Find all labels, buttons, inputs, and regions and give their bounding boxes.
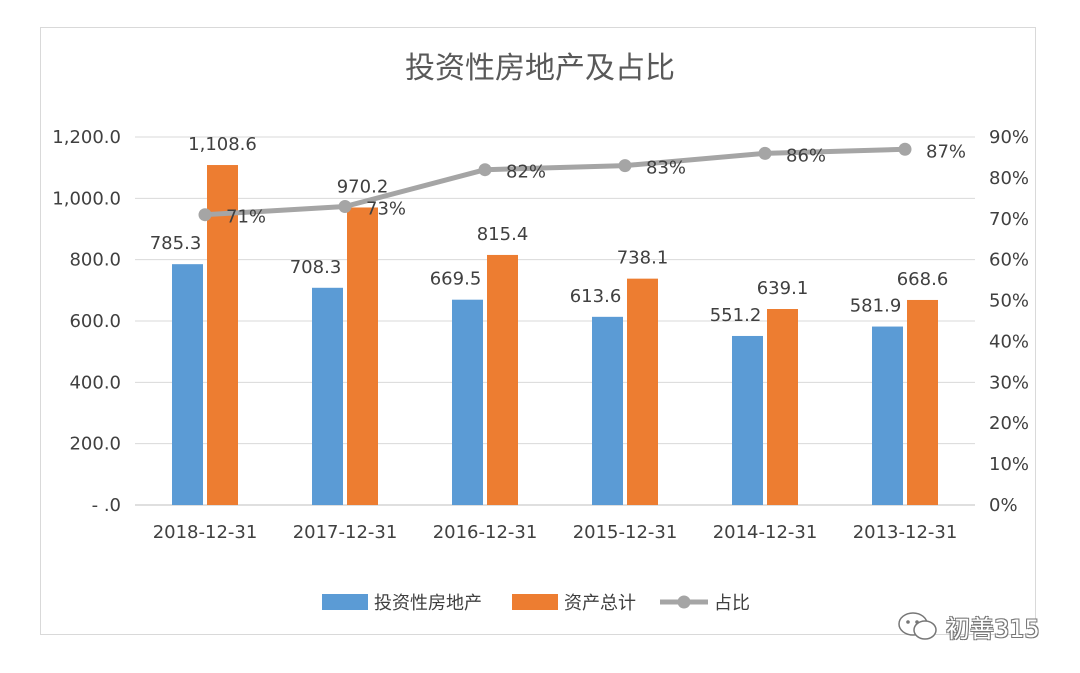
bar	[767, 309, 798, 505]
y-left-tick-label: 1,200.0	[52, 127, 121, 148]
data-label: 613.6	[570, 286, 622, 307]
wechat-icon	[898, 612, 937, 640]
bar	[487, 254, 518, 505]
y-right-tick-label: 70%	[989, 209, 1029, 230]
x-tick-label: 2018-12-31	[153, 522, 258, 543]
y-right-tick-label: 0%	[989, 495, 1018, 516]
y-right-tick-label: 40%	[989, 331, 1029, 352]
line-data-label: 82%	[506, 162, 546, 183]
legend-label: 占比	[714, 593, 750, 614]
data-label: 785.3	[150, 233, 202, 254]
data-label: 581.9	[850, 296, 902, 317]
chart-title: 投资性房地产及占比	[405, 51, 675, 86]
data-label: 708.3	[290, 257, 342, 278]
chart-frame	[40, 27, 1036, 635]
legend-swatch	[512, 594, 558, 610]
data-label: 669.5	[430, 269, 482, 290]
line-marker	[618, 159, 632, 173]
legend-label: 投资性房地产	[374, 593, 482, 614]
line-marker	[758, 146, 772, 160]
bar	[592, 316, 623, 505]
bar	[207, 165, 238, 505]
bar	[732, 335, 763, 505]
legend-marker	[677, 595, 691, 609]
data-label: 1,108.6	[188, 134, 257, 155]
line-series	[204, 146, 906, 218]
x-tick-label: 2017-12-31	[293, 522, 398, 543]
bar	[907, 299, 938, 505]
line-data-label: 87%	[926, 141, 966, 162]
data-label: 639.1	[757, 278, 809, 299]
y-left-tick-label: 600.0	[69, 311, 121, 332]
bar	[172, 264, 203, 505]
y-right-tick-label: 50%	[989, 291, 1029, 312]
legend-swatch	[322, 594, 368, 610]
y-right-tick-label: 20%	[989, 413, 1029, 434]
line-data-label: 86%	[786, 145, 826, 166]
bar	[452, 299, 483, 505]
line-marker	[898, 142, 912, 156]
x-tick-label: 2016-12-31	[433, 522, 538, 543]
x-tick-label: 2013-12-31	[853, 522, 958, 543]
y-left-tick-label: 1,000.0	[52, 188, 121, 209]
data-label: 668.6	[897, 269, 949, 290]
bar	[872, 326, 903, 505]
line-marker	[478, 163, 492, 177]
line-data-label: 83%	[646, 158, 686, 179]
bar	[627, 278, 658, 505]
y-left-tick-label: 800.0	[69, 250, 121, 271]
y-right-tick-label: 90%	[989, 127, 1029, 148]
line-marker	[198, 208, 212, 222]
y-right-tick-label: 10%	[989, 454, 1029, 475]
y-right-tick-label: 60%	[989, 250, 1029, 271]
data-label: 970.2	[337, 176, 389, 197]
bar	[347, 207, 378, 506]
watermark: 初善315	[896, 606, 1040, 646]
y-left-tick-label: 400.0	[69, 372, 121, 393]
data-label: 815.4	[477, 224, 529, 245]
y-left-tick-label: 200.0	[69, 434, 121, 455]
line-data-label: 73%	[366, 199, 406, 220]
bar	[312, 287, 343, 505]
data-label: 738.1	[617, 248, 669, 269]
watermark-text: 初善315	[946, 614, 1040, 643]
legend-label: 资产总计	[564, 593, 636, 614]
x-tick-label: 2014-12-31	[713, 522, 818, 543]
y-right-tick-label: 80%	[989, 168, 1029, 189]
y-left-tick-label: - .0	[92, 495, 121, 516]
data-label: 551.2	[710, 305, 762, 326]
line-data-label: 71%	[226, 207, 266, 228]
x-tick-label: 2015-12-31	[573, 522, 678, 543]
line-marker	[338, 200, 352, 214]
y-right-tick-label: 30%	[989, 372, 1029, 393]
